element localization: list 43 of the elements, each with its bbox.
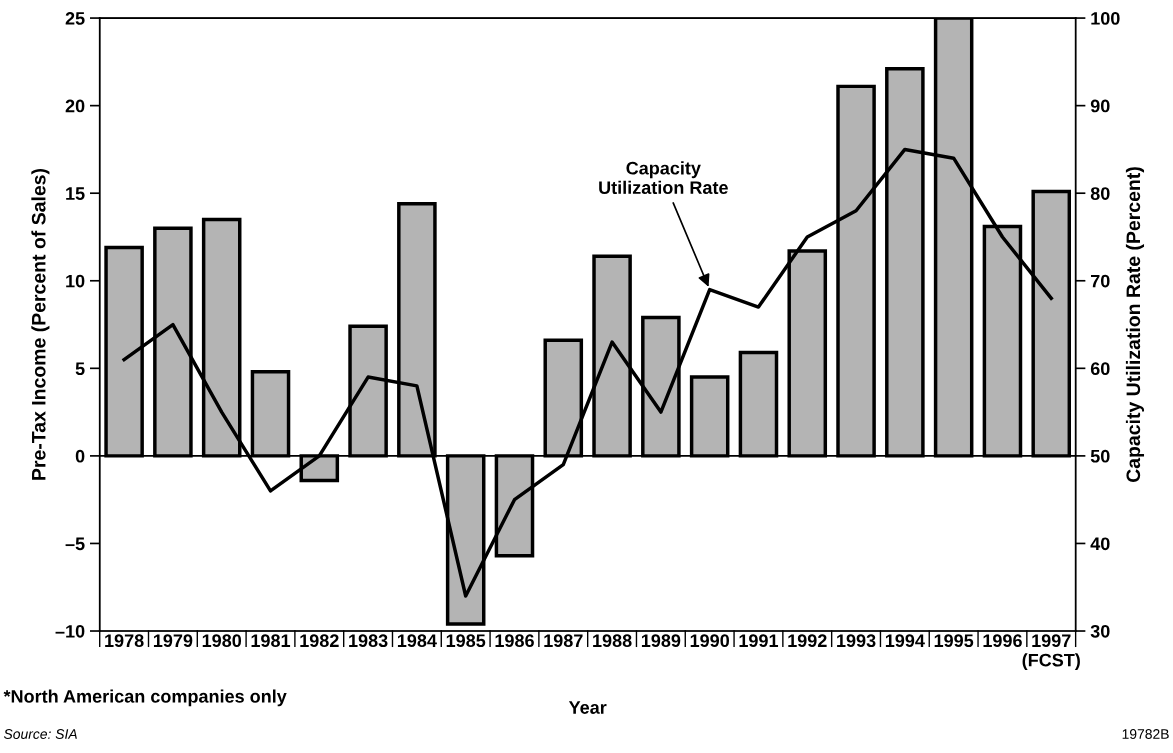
y2-tick-label: 100 [1091, 12, 1120, 25]
y-tick-label: 15 [66, 187, 85, 200]
y-tick-label: 5 [75, 362, 85, 376]
y2-tick-label: 70 [1091, 274, 1110, 288]
x-tick-label: 1983 [349, 634, 388, 648]
y-tick-label: –5 [65, 537, 85, 551]
x-tick-label: 1995 [934, 634, 974, 648]
x-tick-label: 1981 [251, 634, 291, 648]
y-tick-label: 25 [65, 12, 85, 25]
x-tick-label: 1990 [690, 634, 730, 648]
x-tick-label: 1986 [495, 634, 534, 648]
y2-tick-label: 30 [1090, 624, 1110, 638]
x-tick-label: 1984 [397, 634, 437, 648]
y-axis-title: Pre-Tax Income (Percent of Sales) [31, 168, 50, 480]
x-tick-label: 1978 [105, 634, 144, 648]
y-tick-label: –10 [55, 624, 85, 638]
source-note: Source: SIA [3, 729, 77, 739]
x-tick-label: 1982 [300, 634, 339, 648]
x-tick-label: 1979 [153, 634, 193, 648]
x-tick-label: 1997 (FCST) [1022, 634, 1080, 671]
y2-tick-label: 80 [1090, 187, 1110, 200]
y2-tick-label: 40 [1090, 537, 1110, 551]
x-tick-label: 1987 [544, 634, 583, 648]
y2-tick-label: 60 [1090, 362, 1110, 376]
x-tick-label: 1988 [593, 634, 632, 648]
y2-axis-title: Capacity Utilization Rate (Percent) [1125, 167, 1145, 483]
x-tick-label: 1985 [446, 634, 486, 648]
text: Capacity Utilization Rate [599, 161, 728, 195]
y2-tick-label: 90 [1090, 99, 1110, 113]
x-axis-title: Year [568, 701, 607, 714]
x-tick-label: 1994 [885, 634, 925, 648]
y2-tick-label: 50 [1090, 449, 1110, 463]
x-tick-label: 1993 [837, 634, 876, 648]
y-tick-label: 10 [66, 274, 85, 288]
x-tick-label: 1992 [788, 634, 827, 648]
text: *North American companies only [3, 689, 287, 707]
text: 19782B [1122, 729, 1169, 739]
y-tick-label: 0 [75, 449, 85, 463]
x-tick-label: 1996 [983, 634, 1022, 648]
x-tick-label: 1991 [739, 634, 779, 648]
y-tick-label: 20 [65, 99, 85, 113]
x-tick-label: 1989 [641, 634, 681, 648]
x-tick-label: 1980 [202, 634, 242, 648]
